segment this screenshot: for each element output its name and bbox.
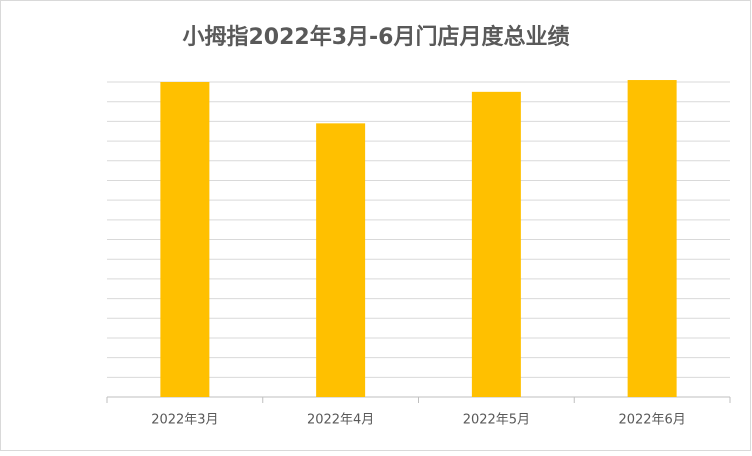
bar bbox=[160, 82, 210, 397]
bar bbox=[471, 91, 521, 397]
x-tick-label: 2022年3月 bbox=[151, 413, 218, 428]
bar bbox=[627, 80, 677, 397]
x-tick-label: 2022年4月 bbox=[307, 413, 374, 428]
chart-title: 小拇指2022年3月-6月门店月度总业绩 bbox=[183, 24, 570, 50]
x-tick-label: 2022年5月 bbox=[463, 413, 530, 428]
bar bbox=[316, 123, 366, 397]
x-tick-label: 2022年6月 bbox=[618, 413, 685, 428]
